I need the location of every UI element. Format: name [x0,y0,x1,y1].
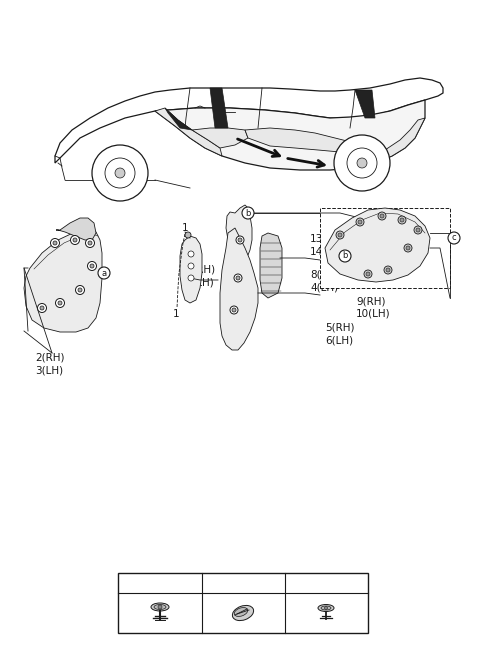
FancyBboxPatch shape [320,208,450,288]
Polygon shape [355,90,375,118]
Polygon shape [192,128,248,148]
Polygon shape [155,100,425,170]
Text: b: b [342,251,348,260]
Circle shape [40,306,44,310]
Circle shape [404,244,412,252]
Circle shape [90,264,94,268]
Text: 11: 11 [146,577,161,590]
Circle shape [92,145,148,201]
Circle shape [398,216,406,224]
Text: c: c [296,578,302,588]
Circle shape [71,235,80,244]
Polygon shape [56,218,96,240]
Text: 5(RH)
6(LH): 5(RH) 6(LH) [325,323,355,345]
Polygon shape [55,78,443,163]
Circle shape [358,220,362,224]
Circle shape [406,246,410,250]
Circle shape [236,276,240,280]
Bar [118,573,368,633]
Circle shape [339,250,351,262]
Circle shape [75,286,84,294]
Text: 9(RH)
10(LH): 9(RH) 10(LH) [356,296,391,318]
Text: a: a [129,578,135,588]
Ellipse shape [232,605,253,621]
Circle shape [234,274,242,282]
Circle shape [364,270,372,278]
Circle shape [416,228,420,232]
Circle shape [188,251,194,257]
Polygon shape [24,230,102,332]
Circle shape [292,576,306,590]
Circle shape [87,262,96,270]
Circle shape [378,212,386,220]
Circle shape [88,241,92,245]
Circle shape [125,576,139,590]
Circle shape [50,238,60,248]
Circle shape [242,207,254,219]
Circle shape [336,231,344,239]
Circle shape [380,214,384,218]
Circle shape [115,168,125,178]
Circle shape [366,272,370,276]
Circle shape [232,308,236,312]
Text: c: c [452,233,456,242]
Text: 8(RH)
4(LH): 8(RH) 4(LH) [310,270,339,292]
Polygon shape [220,228,258,350]
Polygon shape [325,208,430,282]
Circle shape [334,135,390,191]
Polygon shape [180,236,202,303]
Polygon shape [245,128,355,152]
Text: b: b [245,209,251,218]
Text: 15(RH)
16(LH): 15(RH) 16(LH) [180,265,216,287]
Circle shape [384,266,392,274]
Circle shape [73,238,77,242]
Polygon shape [165,108,192,130]
Polygon shape [210,88,228,128]
Polygon shape [226,205,252,258]
Polygon shape [372,118,425,163]
Circle shape [78,288,82,292]
Circle shape [185,232,191,238]
Text: 2(RH)
3(LH): 2(RH) 3(LH) [35,353,64,375]
Circle shape [188,275,194,281]
Ellipse shape [318,605,334,612]
Text: 1: 1 [182,223,188,233]
Circle shape [105,158,135,188]
Circle shape [98,267,110,279]
Polygon shape [260,233,282,298]
Circle shape [85,238,95,248]
Text: b: b [213,578,219,588]
Ellipse shape [154,605,166,610]
Circle shape [338,233,342,237]
Circle shape [324,607,327,610]
Circle shape [414,226,422,234]
Circle shape [53,241,57,245]
Circle shape [209,576,223,590]
Text: 12: 12 [313,577,328,590]
Circle shape [188,263,194,269]
Circle shape [347,148,377,178]
Circle shape [37,303,47,312]
Circle shape [357,158,367,168]
Text: 13(RH)
14(LH): 13(RH) 14(LH) [310,233,346,256]
Text: a: a [101,268,107,277]
Circle shape [58,301,62,305]
Polygon shape [155,108,222,156]
Ellipse shape [321,606,331,610]
Ellipse shape [151,603,169,611]
Circle shape [230,306,238,314]
Circle shape [238,238,242,242]
Ellipse shape [234,608,248,616]
Circle shape [448,232,460,244]
Circle shape [400,218,404,222]
Circle shape [356,218,364,226]
Circle shape [236,236,244,244]
Circle shape [386,268,390,272]
Text: 1: 1 [173,309,180,319]
Circle shape [158,605,162,609]
Text: 7: 7 [230,577,238,590]
Circle shape [56,299,64,308]
